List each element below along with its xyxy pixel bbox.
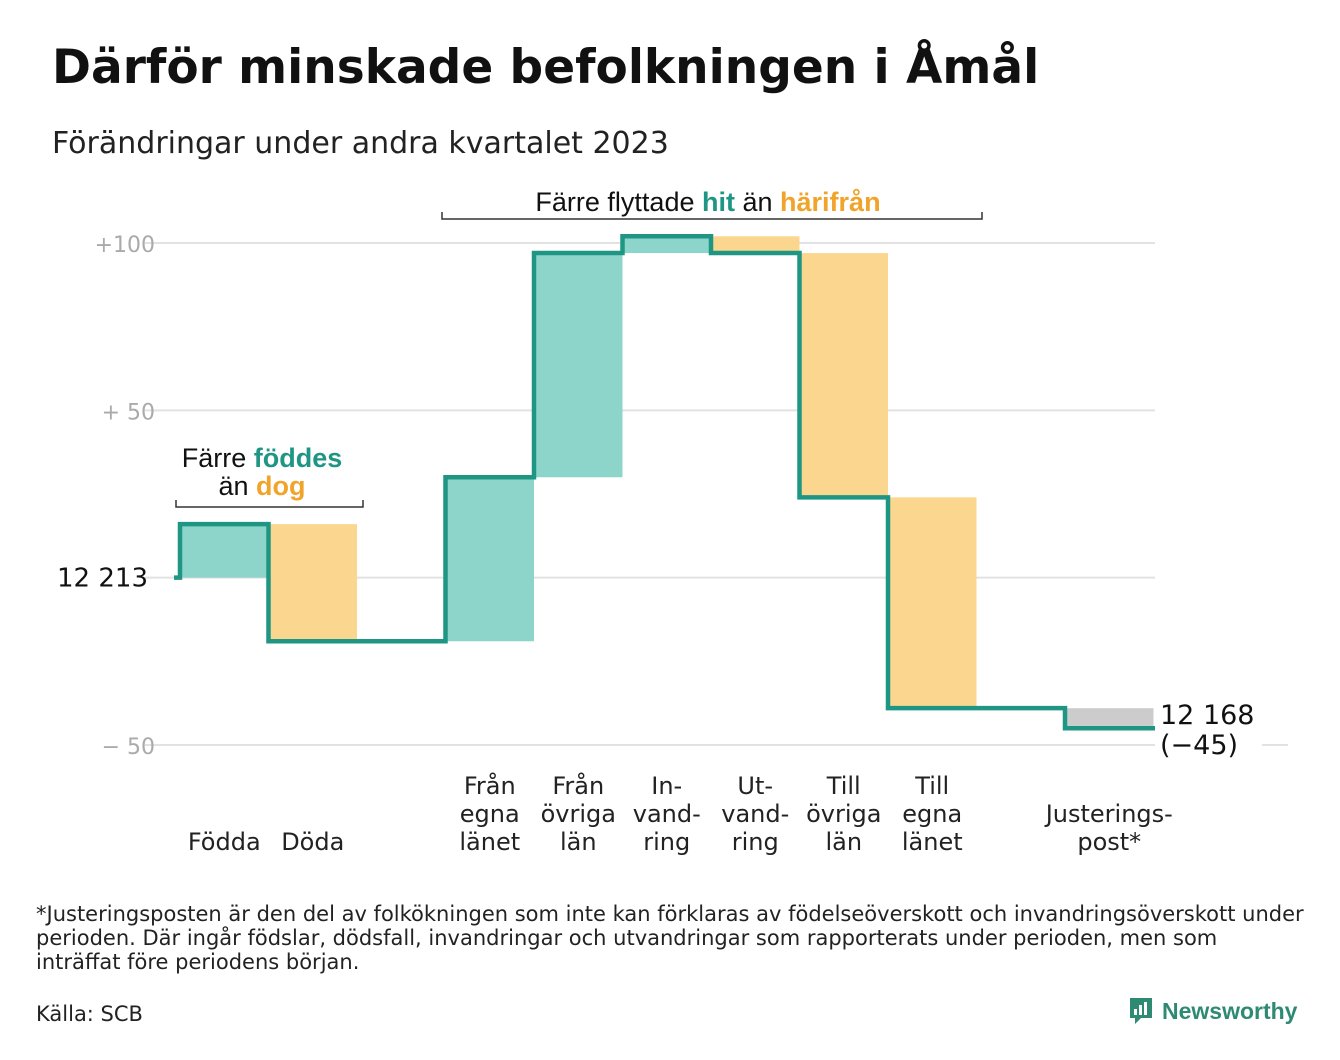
population-step-line: [174, 234, 1155, 731]
brand-logo: Newsworthy: [1128, 996, 1297, 1026]
end-change-label: (−45): [1160, 730, 1238, 761]
category-label: Födda: [188, 828, 261, 856]
category-label: Justerings-post*: [1044, 800, 1173, 856]
annotation-moves-bracket: [441, 212, 983, 220]
waterfall-bar: [711, 236, 800, 254]
waterfall-bar: [622, 236, 711, 254]
source-note: Källa: SCB: [36, 1002, 143, 1026]
waterfall-bar: [534, 253, 623, 478]
footnote: *Justeringsposten är den del av folkökni…: [36, 902, 1304, 974]
brand-name: Newsworthy: [1162, 997, 1298, 1024]
end-value-label: 12 168: [1160, 700, 1254, 731]
chart-title: Därför minskade befolkningen i Åmål: [52, 40, 1040, 95]
annotation-moves: Färre flyttade hit än härifrån: [535, 187, 880, 217]
waterfall-bar: [445, 477, 534, 642]
chart-subtitle: Förändringar under andra kvartalet 2023: [52, 126, 669, 161]
category-label: Döda: [281, 828, 344, 856]
annotation-births-bracket: [175, 500, 364, 508]
waterfall-bar: [799, 253, 888, 498]
waterfall-bar: [268, 524, 357, 642]
waterfall-bar: [888, 497, 977, 709]
y-tick-label: − 50: [102, 735, 155, 760]
category-label: Från egna länet: [459, 771, 520, 856]
newsworthy-logo-icon: [1130, 998, 1152, 1024]
y-tick-label: + 50: [102, 400, 155, 425]
category-label: In-vand-ring: [633, 772, 701, 856]
waterfall-bar: [1065, 708, 1154, 729]
y-tick-label: 12 213: [57, 564, 148, 594]
category-label: Från övriga län: [541, 771, 616, 856]
y-tick-label: +100: [95, 233, 155, 258]
category-label: Ut-vand-ring: [721, 772, 789, 856]
waterfall-bar: [180, 524, 269, 578]
category-label: Till övriga län: [806, 772, 881, 856]
waterfall-chart: +100 + 50 12 213 − 50 Födda Döda Från egna länet…: [57, 187, 1288, 856]
annotation-births-line1: Färre föddes: [182, 443, 343, 473]
annotation-births-line2: än dog: [218, 471, 305, 501]
category-label: Till egna länet: [902, 772, 963, 856]
